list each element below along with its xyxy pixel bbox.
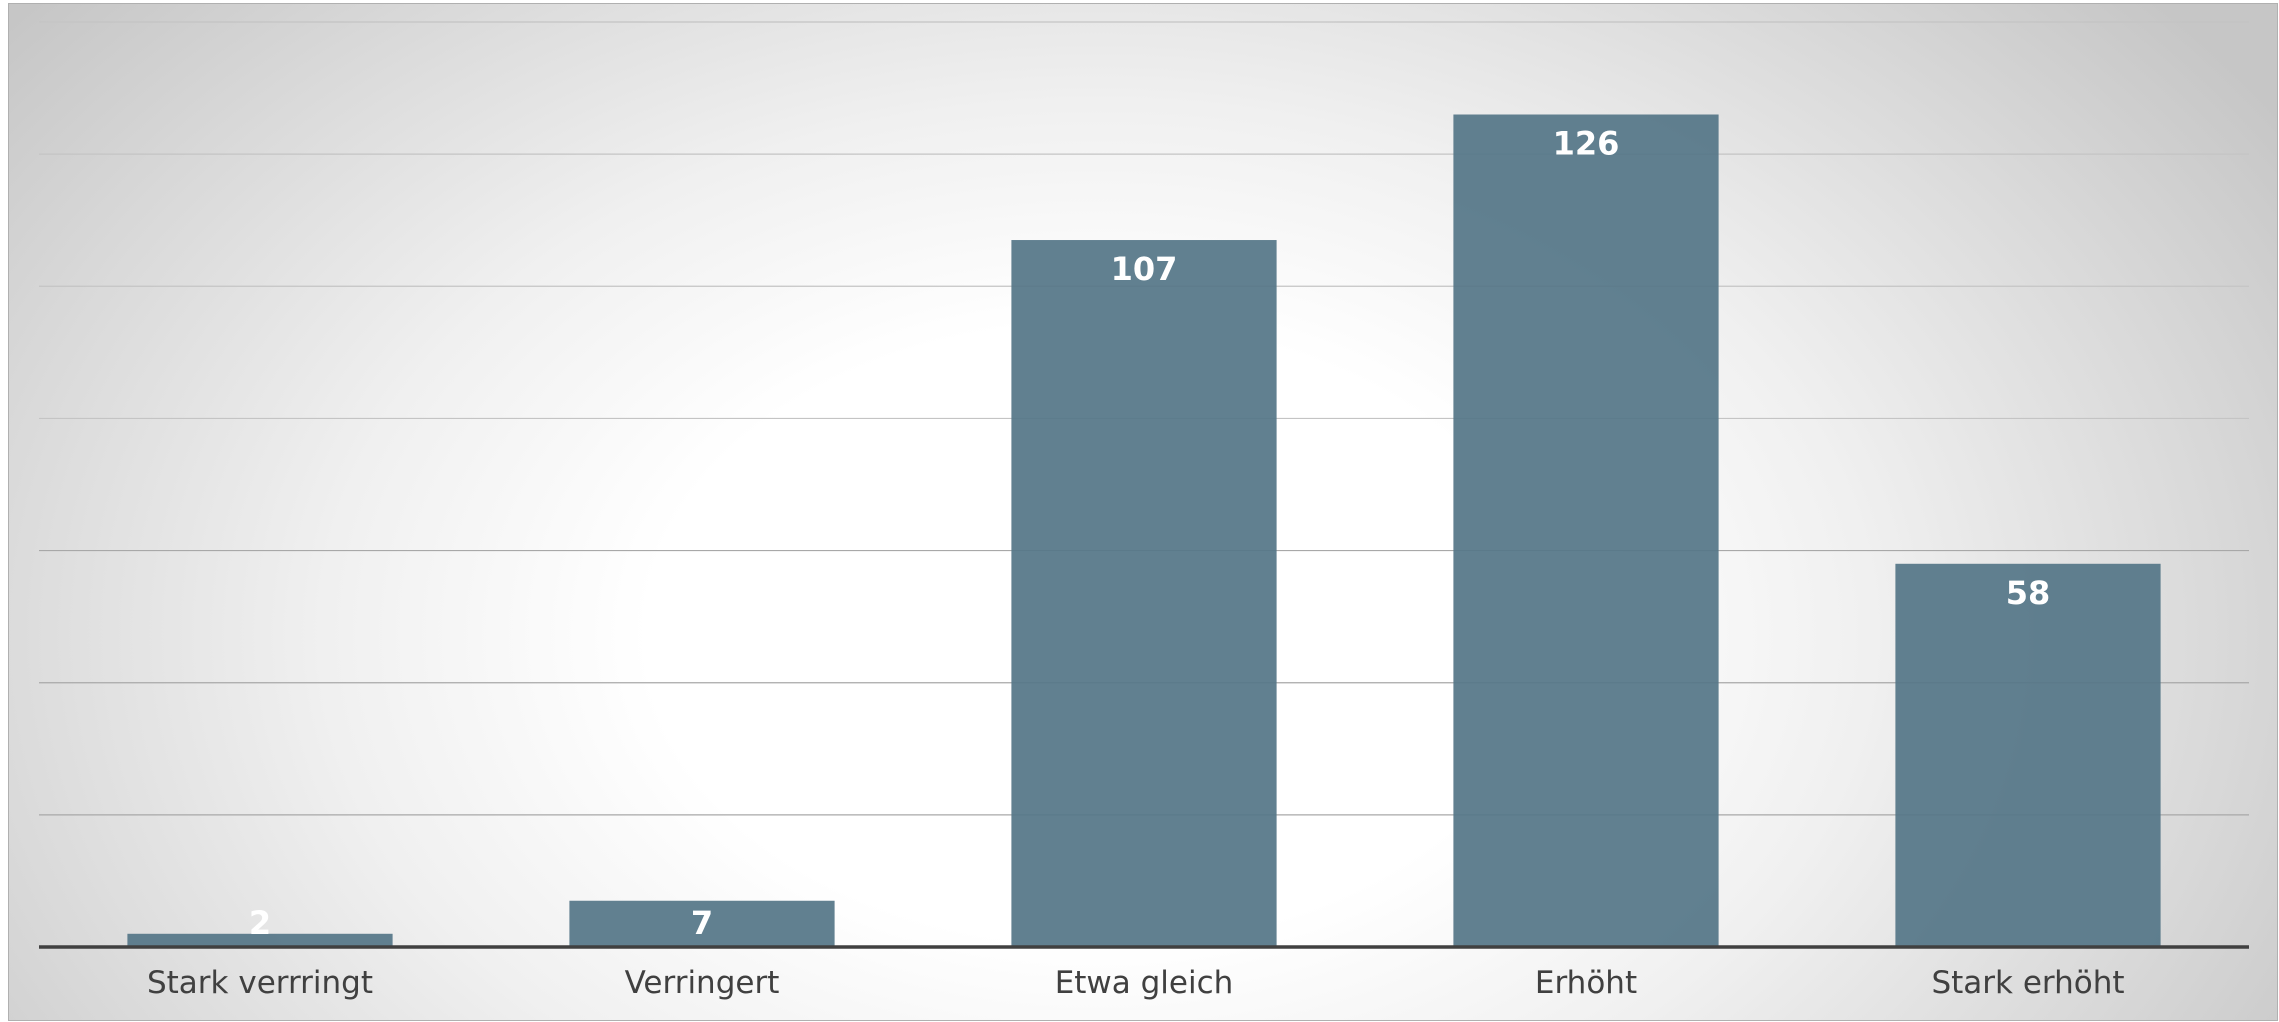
data-label-4: 58 (2006, 574, 2051, 612)
bar-3 (1453, 114, 1719, 947)
data-label-0: 2 (249, 904, 271, 942)
x-tick-label-2: Etwa gleich (1055, 965, 1234, 1001)
x-tick-label-0: Stark verrringt (147, 965, 373, 1001)
data-label-2: 107 (1111, 250, 1178, 288)
bar-1 (569, 900, 835, 947)
bar-2 (1011, 240, 1277, 948)
x-tick-label-4: Stark erhöht (1931, 965, 2124, 1001)
x-axis-tick-labels: Stark verrringt Verringert Etwa gleich Erhö… (147, 965, 2125, 1001)
chart-area: 2 7 107 126 58 Stark verrringt Verringert Etwa… (8, 3, 2278, 1021)
x-tick-label-1: Verringert (625, 965, 780, 1001)
data-label-3: 126 (1553, 125, 1620, 163)
bars (127, 114, 2161, 948)
data-labels: 2 7 107 126 58 (249, 125, 2050, 943)
data-label-1: 7 (691, 904, 713, 942)
x-tick-label-3: Erhöht (1535, 965, 1637, 1001)
bar-0 (127, 933, 393, 947)
bar-4 (1895, 563, 2161, 947)
bar-chart: 2 7 107 126 58 Stark verrringt Verringert Etwa… (39, 21, 2249, 1001)
